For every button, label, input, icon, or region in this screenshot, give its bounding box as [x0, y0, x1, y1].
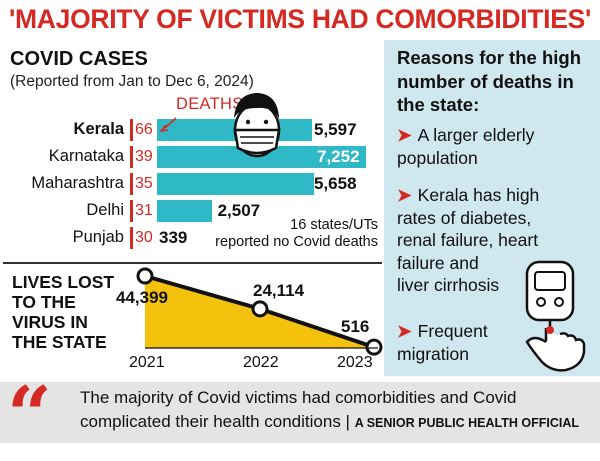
- lives-title-line: LIVES LOST: [12, 272, 115, 292]
- headline: 'MAJORITY OF VICTIMS HAD COMORBIDITIES': [9, 4, 591, 34]
- lives-title-line: VIRUS IN: [12, 312, 88, 332]
- reason-item: ➤ Kerala has high rates of diabetes, rena…: [397, 184, 539, 297]
- lives-lost-title: LIVES LOST TO THE VIRUS IN THE STATE: [12, 272, 114, 352]
- deaths-value: 39: [130, 146, 157, 168]
- quote-panel: [0, 382, 600, 443]
- cases-value: 5,658: [314, 174, 357, 193]
- cases-value: 5,597: [314, 120, 357, 139]
- section-divider: [3, 262, 382, 264]
- reason-line: rates of diabetes,: [397, 207, 532, 228]
- reason-line: failure and: [397, 252, 479, 273]
- quote-mark-icon: “: [7, 370, 52, 461]
- deaths-arrow: [159, 117, 177, 133]
- year-label: 2023: [337, 354, 373, 371]
- reason-line: migration: [397, 343, 469, 364]
- reason-line: liver cirrhosis: [397, 275, 500, 295]
- cases-value: 2,507: [217, 201, 261, 220]
- arrow-icon: ➤: [397, 185, 412, 205]
- arrow-icon: ➤: [397, 321, 412, 341]
- reasons-title-line: number of deaths in: [397, 70, 574, 92]
- state-label: Kerala: [73, 120, 124, 138]
- cases-bar: [130, 146, 366, 168]
- area-value-label: 24,114: [253, 280, 305, 300]
- deaths-value: 31: [130, 200, 157, 222]
- cases-value: 339: [159, 228, 188, 247]
- reasons-title: Reasons for the high number of deaths in…: [397, 46, 597, 117]
- no-deaths-note-line1: 16 states/UTs: [290, 217, 378, 233]
- year-label: 2022: [243, 354, 279, 371]
- reasons-title-line: Reasons for the high: [397, 47, 581, 68]
- state-label: Maharashtra: [31, 174, 124, 192]
- reason-line: ➤ A larger elderly: [397, 125, 535, 145]
- reason-line: renal failure, heart: [397, 230, 539, 250]
- cases-bar: [130, 173, 315, 195]
- no-deaths-note-line2: reported no Covid deaths: [215, 234, 378, 250]
- quote-line: complicated their health conditions | A …: [80, 412, 579, 431]
- glucose-meter-icon: [525, 260, 586, 372]
- area-value-label: 516: [341, 317, 370, 337]
- deaths-value: 35: [130, 173, 157, 195]
- year-label: 2021: [129, 354, 165, 371]
- masked-face-icon: [233, 93, 281, 158]
- quote-text: The majority of Covid victims had comorb…: [80, 386, 579, 435]
- deaths-value: 66: [130, 119, 157, 141]
- cases-value: 7,252: [317, 147, 360, 166]
- reason-line: ➤ Kerala has high: [397, 185, 540, 205]
- arrow-icon: ➤: [397, 125, 412, 145]
- area-point: [136, 267, 154, 285]
- chart-overlay: [3, 93, 586, 372]
- quote-line: The majority of Covid victims had comorb…: [80, 388, 517, 407]
- state-label: Karnataka: [48, 147, 124, 165]
- lives-lost-area-chart: [136, 267, 383, 356]
- quote-attribution: A SENIOR PUBLIC HEALTH OFFICIAL: [354, 416, 579, 430]
- area-point: [251, 300, 269, 318]
- lives-title-line: TO THE: [12, 292, 76, 312]
- state-label: Delhi: [86, 201, 124, 219]
- reason-line: population: [397, 147, 478, 168]
- no-deaths-note: 16 states/UTs reported no Covid deaths: [198, 217, 378, 251]
- state-label: Punjab: [72, 228, 124, 246]
- reasons-title-line: the state:: [397, 94, 480, 115]
- covid-cases-subtitle: (Reported from Jan to Dec 6, 2024): [10, 73, 254, 90]
- area-value-label: 44,399: [116, 288, 168, 307]
- covid-cases-title: COVID CASES: [10, 48, 148, 70]
- area-point: [365, 338, 383, 356]
- reason-item: ➤ Frequent migration: [397, 320, 488, 365]
- reason-item: ➤ A larger elderly population: [397, 124, 534, 169]
- lives-title-line: THE STATE: [12, 332, 107, 352]
- deaths-label: DEATHS: [176, 95, 244, 113]
- reason-line: ➤ Frequent: [397, 321, 488, 341]
- deaths-value: 30: [130, 227, 157, 249]
